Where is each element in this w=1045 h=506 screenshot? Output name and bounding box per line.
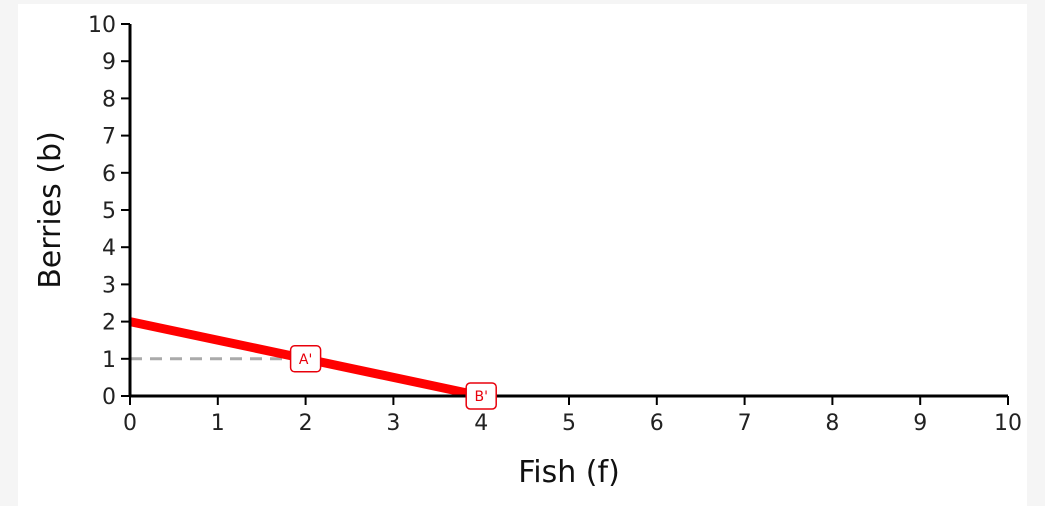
y-axis-title: Berries (b) bbox=[33, 131, 68, 289]
annotation-layer: A' B' bbox=[289, 345, 497, 410]
point-marker-box bbox=[289, 345, 322, 373]
point-marker: B' bbox=[465, 382, 497, 410]
x-tick-label: 3 bbox=[386, 411, 400, 436]
chart-panel: 0 1 2 3 4 5 6 7 8 9 10 0 1 2 3 4 5 6 7 8 9 10 A' B' Fish (f) B… bbox=[18, 4, 1027, 506]
x-tick-label: 10 bbox=[994, 411, 1022, 436]
point-marker-box bbox=[465, 382, 497, 410]
ppf-chart: 0 1 2 3 4 5 6 7 8 9 10 0 1 2 3 4 5 6 7 8 9 10 A' B' Fish (f) B… bbox=[33, 13, 1022, 490]
ticks-layer: 0 1 2 3 4 5 6 7 8 9 10 0 1 2 3 4 5 6 7 8 9 10 bbox=[88, 13, 1022, 436]
y-tick-label: 9 bbox=[102, 50, 116, 75]
point-marker: A' bbox=[289, 345, 322, 373]
x-tick-label: 0 bbox=[123, 411, 137, 436]
y-tick-label: 8 bbox=[102, 87, 116, 112]
y-tick-label: 7 bbox=[102, 125, 116, 150]
y-tick-label: 3 bbox=[102, 273, 116, 298]
point-label: B' bbox=[474, 389, 487, 405]
y-tick-label: 4 bbox=[102, 236, 116, 261]
x-tick-label: 7 bbox=[738, 411, 752, 436]
axes-layer bbox=[128, 24, 1008, 398]
x-axis-title: Fish (f) bbox=[518, 455, 620, 490]
y-tick-label: 0 bbox=[102, 385, 116, 410]
y-tick-label: 2 bbox=[102, 311, 116, 336]
x-tick-label: 1 bbox=[211, 411, 225, 436]
x-tick-label: 8 bbox=[825, 411, 839, 436]
x-tick-label: 2 bbox=[299, 411, 313, 436]
x-tick-label: 9 bbox=[913, 411, 927, 436]
x-tick-label: 4 bbox=[474, 411, 488, 436]
y-tick-label: 5 bbox=[102, 199, 116, 224]
y-tick-label: 6 bbox=[102, 162, 116, 187]
x-tick-label: 5 bbox=[562, 411, 576, 436]
x-tick-label: 6 bbox=[650, 411, 664, 436]
y-tick-label: 10 bbox=[88, 13, 116, 38]
y-tick-label: 1 bbox=[102, 348, 116, 373]
point-label: A' bbox=[299, 352, 312, 368]
